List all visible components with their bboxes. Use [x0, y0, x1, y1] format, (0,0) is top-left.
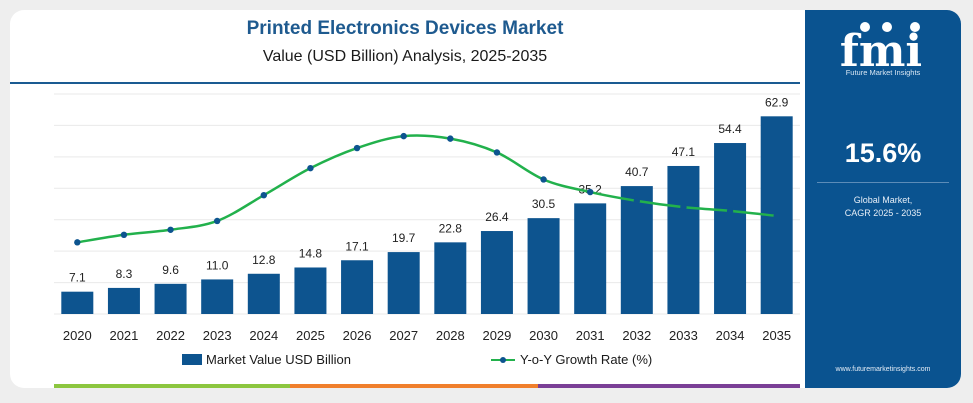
bar-2023 — [201, 279, 234, 314]
logo-wordmark: fmi — [840, 26, 922, 77]
bar-value-label-2033: 47.1 — [672, 145, 696, 159]
bar-2026 — [341, 260, 374, 314]
x-tick-2034: 2034 — [716, 328, 745, 343]
bar-2031 — [574, 203, 607, 314]
x-tick-2023: 2023 — [203, 328, 232, 343]
growth-point-2031 — [586, 188, 594, 196]
panel-divider — [817, 182, 949, 183]
bar-value-label-2027: 19.7 — [392, 231, 416, 245]
bar-2021 — [107, 287, 140, 314]
bar-2029 — [480, 231, 513, 314]
x-tick-2029: 2029 — [482, 328, 511, 343]
growth-point-2022 — [167, 226, 174, 233]
side-panel: fmi Future Market Insights 15.6% Global … — [805, 10, 961, 388]
x-tick-2022: 2022 — [156, 328, 185, 343]
legend-bar-label: Market Value USD Billion — [206, 352, 351, 367]
bar-value-label-2035: 62.9 — [765, 95, 789, 109]
cagr-label: Global Market, CAGR 2025 - 2035 — [805, 194, 961, 220]
growth-point-2024 — [260, 192, 268, 199]
bar-value-label-2030: 30.5 — [532, 197, 556, 211]
legend-line-label: Y-o-Y Growth Rate (%) — [520, 352, 653, 367]
growth-point-2027 — [400, 132, 407, 140]
chart-plot: 7.1 8.3 9.6 11.0 12.8 14.8 17.1 19.7 22.8 26.4 30.… — [54, 93, 800, 343]
x-tick-2026: 2026 — [343, 328, 372, 343]
footer-strip-orange — [290, 384, 538, 388]
footer-strip-green — [54, 384, 290, 388]
header-divider — [10, 82, 800, 84]
bar-value-label-2034: 54.4 — [718, 122, 742, 136]
growth-point-2023 — [213, 217, 221, 225]
cagr-label-line1: Global Market, — [853, 195, 913, 205]
bar-value-label-2029: 26.4 — [485, 210, 509, 224]
website-url: www.futuremarketinsights.com — [835, 366, 931, 373]
x-tick-2031: 2031 — [576, 328, 605, 343]
bar-2030 — [527, 218, 560, 314]
x-tick-2032: 2032 — [622, 328, 651, 343]
bar-2032 — [620, 186, 653, 314]
bar-value-label-2024: 12.8 — [252, 253, 276, 267]
growth-point-2035 — [773, 212, 780, 220]
bar-2033 — [667, 165, 700, 314]
chart-subtitle: Value (USD Billion) Analysis, 2025-2035 — [262, 48, 548, 65]
legend-bar-swatch — [182, 354, 202, 365]
bar-2034 — [714, 143, 747, 314]
growth-point-2020 — [74, 239, 81, 246]
x-tick-2028: 2028 — [436, 328, 465, 343]
bar-value-label-2020: 7.1 — [69, 271, 86, 285]
bar-value-label-2025: 14.8 — [299, 246, 323, 260]
growth-point-2026 — [353, 144, 361, 152]
growth-point-2029 — [493, 149, 501, 156]
bar-2027 — [387, 252, 420, 314]
x-tick-2033: 2033 — [669, 328, 698, 343]
growth-point-2025 — [307, 164, 314, 172]
bar-value-label-2023: 11.0 — [206, 258, 229, 272]
x-tick-2024: 2024 — [249, 328, 278, 343]
growth-point-2030 — [540, 176, 547, 183]
cagr-value: 15.6% — [844, 138, 922, 168]
bar-value-label-2028: 22.8 — [439, 221, 463, 235]
x-tick-2025: 2025 — [296, 328, 325, 343]
x-tick-2030: 2030 — [529, 328, 558, 343]
bar-value-label-2021: 8.3 — [116, 267, 133, 281]
legend-item-bars: Market Value USD Billion — [182, 352, 351, 367]
legend-line-swatch — [491, 356, 515, 363]
bar-value-label-2022: 9.6 — [162, 263, 179, 277]
chart-title: Printed Electronics Devices Market — [246, 18, 564, 39]
bar-2022 — [154, 283, 187, 314]
logo-tagline: Future Market Insights — [845, 68, 921, 77]
growth-point-2021 — [120, 231, 128, 238]
bar-2024 — [247, 273, 280, 314]
growth-point-2032 — [633, 197, 641, 205]
x-tick-2027: 2027 — [389, 328, 418, 343]
x-tick-2021: 2021 — [109, 328, 138, 343]
growth-point-2033 — [680, 203, 687, 211]
growth-point-2034 — [726, 207, 734, 215]
bar-2020 — [61, 291, 94, 314]
growth-point-2028 — [447, 135, 454, 142]
bar-value-label-2032: 40.7 — [625, 165, 649, 179]
chart-card: 7.1 8.3 9.6 11.0 12.8 14.8 17.1 19.7 22.8 26.4 30.… — [10, 10, 961, 388]
footer-strip-purple — [538, 384, 800, 388]
growth-rate-line — [77, 134, 777, 244]
bar-2028 — [434, 242, 467, 314]
bar-value-label-2026: 17.1 — [345, 239, 369, 253]
cagr-label-line2: CAGR 2025 - 2035 — [844, 208, 922, 218]
bar-2025 — [294, 267, 327, 314]
x-tick-2035: 2035 — [762, 328, 791, 343]
x-tick-2020: 2020 — [63, 328, 92, 343]
fmi-logo: fmi — [840, 22, 922, 77]
legend-item-line: Y-o-Y Growth Rate (%) — [490, 352, 652, 367]
